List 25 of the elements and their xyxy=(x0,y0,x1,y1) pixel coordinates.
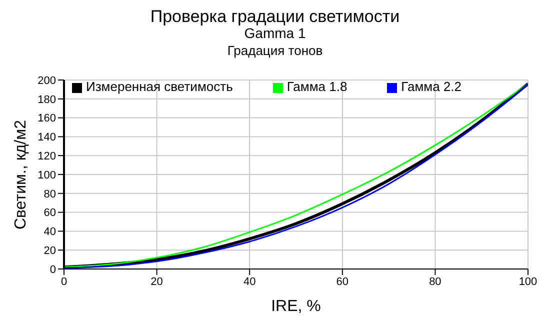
chart-title: Проверка градации светимости xyxy=(149,7,401,26)
y-tick-label: 0 xyxy=(50,264,56,276)
y-tick-label: 180 xyxy=(38,94,56,106)
legend-label: Гамма 2.2 xyxy=(401,79,462,94)
text: Градация тонов xyxy=(226,42,324,59)
chart-subtitle: Gamma 1 xyxy=(244,25,307,42)
y-tick-label: 160 xyxy=(38,112,56,125)
x-tick-label: 0 xyxy=(60,276,68,288)
y-tick-label: 20 xyxy=(44,245,56,258)
y-axis-title: Светим., кд/м2 xyxy=(12,120,30,230)
x-tick-label: 80 xyxy=(429,276,442,288)
x-tick-label: 100 xyxy=(518,276,538,288)
x-tick-label: 60 xyxy=(336,276,349,288)
x-tick-label: 20 xyxy=(150,276,163,288)
legend-label: Измеренная светимость xyxy=(86,79,233,94)
x-axis-title: IRE, % xyxy=(271,298,321,315)
y-tick-label: 140 xyxy=(38,132,56,144)
y-tick-label: 100 xyxy=(38,169,56,182)
y-tick-label: 200 xyxy=(38,74,56,87)
y-tick-label: 40 xyxy=(44,226,56,238)
y-tick-label: 60 xyxy=(44,207,56,220)
legend-label: Гамма 1.8 xyxy=(286,79,348,94)
x-tick-label: 40 xyxy=(243,276,256,288)
y-tick-label: 80 xyxy=(44,188,56,200)
y-tick-label: 120 xyxy=(38,150,56,163)
